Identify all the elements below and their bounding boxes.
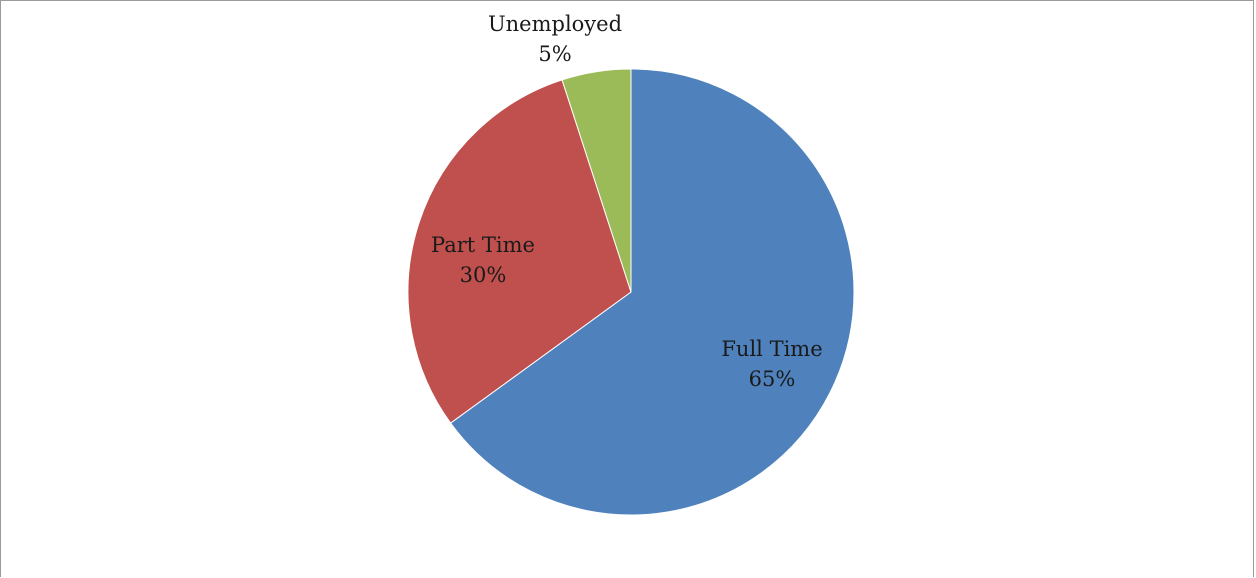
pie-slice-unemployed	[561, 68, 632, 293]
slice-label-unemployed: Unemployed	[488, 12, 622, 36]
slice-value-part-time: 30%	[460, 263, 507, 287]
pie-slice-full-time	[449, 68, 855, 516]
slice-label-part-time: Part Time	[431, 233, 535, 257]
slice-label-full-time: Full Time	[721, 337, 822, 361]
pie-slice-part-time	[407, 79, 632, 424]
slice-value-unemployed: 5%	[538, 42, 571, 66]
slice-value-full-time: 65%	[749, 367, 796, 391]
